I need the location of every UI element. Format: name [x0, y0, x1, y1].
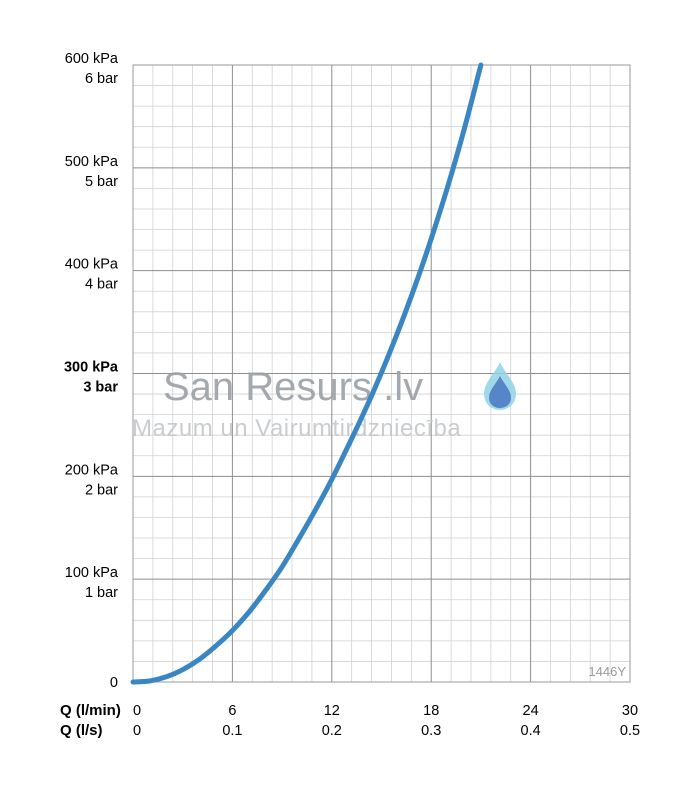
y-tick-label-kpa: 500 kPa	[65, 154, 119, 170]
chart-code-label: 1446Y	[588, 664, 626, 679]
x-tick-label-lmin: 0	[133, 703, 141, 719]
x-axis-title-lmin: Q (l/min)	[60, 702, 121, 719]
water-drop-icon	[484, 362, 516, 410]
x-tick-label-lmin: 12	[324, 703, 340, 719]
x-tick-label-ls: 0	[133, 723, 141, 739]
y-tick-label-kpa: 0	[110, 675, 118, 691]
y-tick-label-bar: 2 bar	[85, 482, 118, 498]
x-tick-label-ls: 0.5	[620, 723, 640, 739]
y-tick-label-kpa: 200 kPa	[65, 462, 119, 478]
y-tick-label-kpa: 600 kPa	[65, 51, 119, 67]
y-tick-label-bar: 5 bar	[85, 174, 118, 190]
x-tick-label-lmin: 30	[622, 703, 638, 719]
x-tick-label-lmin: 18	[423, 703, 439, 719]
x-tick-label-lmin: 6	[228, 703, 236, 719]
y-tick-label-kpa: 300 kPa	[64, 360, 119, 376]
y-tick-label-kpa: 400 kPa	[65, 257, 119, 273]
y-tick-label-bar: 3 bar	[83, 380, 118, 396]
pressure-curve-line	[130, 62, 484, 685]
watermark-tagline-text: Mazum un Vairumtirdzniecība	[132, 415, 461, 442]
y-axis-labels: 0 100 kPa 1 bar 200 kPa 2 bar 300 kPa 3 bar 400…	[64, 51, 119, 691]
x-tick-label-ls: 0.2	[322, 723, 342, 739]
plot-frame	[132, 64, 631, 683]
x-tick-label-ls: 0.4	[521, 723, 541, 739]
y-tick-label-kpa: 100 kPa	[65, 565, 119, 581]
y-tick-label-bar: 6 bar	[85, 71, 118, 87]
x-axis-title-ls: Q (l/s)	[60, 722, 103, 739]
y-tick-label-bar: 1 bar	[85, 585, 118, 601]
y-tick-label-bar: 4 bar	[85, 277, 118, 293]
x-axis-labels-ls: 0 0.1 0.2 0.3 0.4 0.5	[133, 723, 640, 739]
x-tick-label-lmin: 24	[523, 703, 539, 719]
x-tick-label-ls: 0.3	[421, 723, 441, 739]
x-axis-labels-lmin: 0 6 12 18 24 30	[133, 703, 638, 719]
x-tick-label-ls: 0.1	[222, 723, 242, 739]
